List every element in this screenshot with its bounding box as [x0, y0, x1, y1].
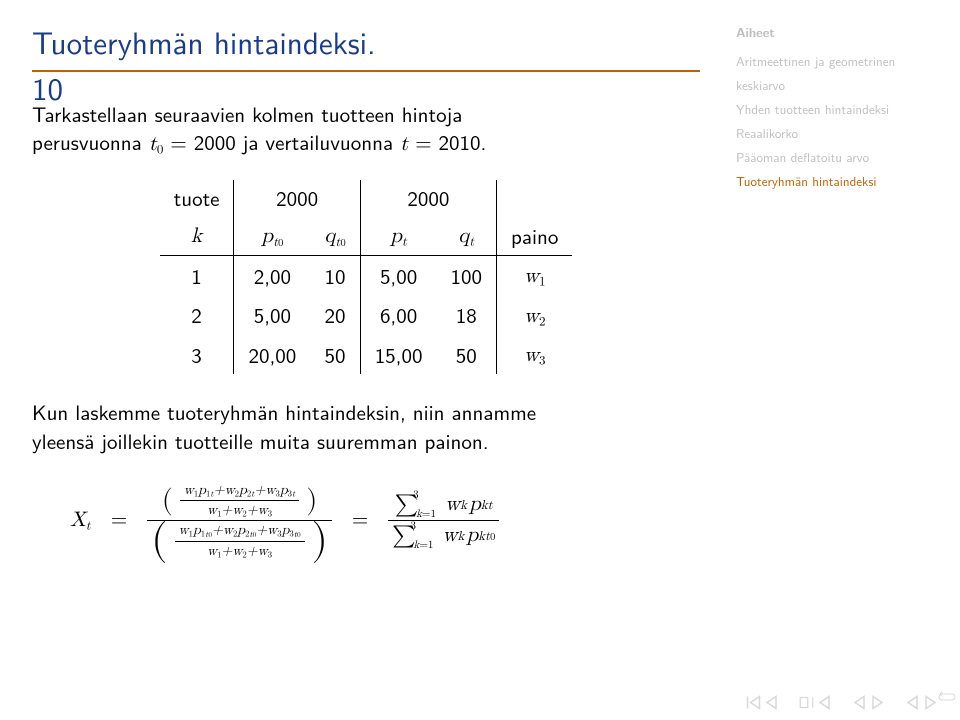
th-pt: pt — [360, 216, 436, 256]
nav-bar — [746, 695, 938, 710]
table-row: 1 2,00 10 5,00 100 w1 — [160, 256, 573, 296]
formula: Xt = ( w1p1t+w2p2t+w3p3t w1+w2+w3 ) ( w1… — [32, 481, 700, 561]
intro-line1: Tarkastellaan seuraavien kolmen tuotteen… — [32, 100, 700, 128]
th-qt0: qt0 — [310, 216, 360, 256]
sidebar-item[interactable]: Yhden tuotteen hintaindeksi — [736, 98, 936, 122]
title-text: Tuoteryhmän hintaindeksi. — [32, 18, 376, 64]
th-pt0: pt0 — [234, 216, 310, 256]
sidebar-item[interactable]: Reaalikorko — [736, 122, 936, 146]
th-tuote: tuote — [160, 180, 234, 216]
nav-next-icon[interactable] — [905, 695, 938, 710]
table-row: 3 20,00 50 15,00 50 w3 — [160, 335, 573, 374]
title-rule — [32, 70, 700, 72]
sidebar-item[interactable]: Pääoman deflatoitu arvo — [736, 146, 936, 170]
sidebar-head: Aiheet — [736, 20, 936, 44]
th-qt: qt — [437, 216, 497, 256]
slide-body: Tarkastellaan seuraavien kolmen tuotteen… — [32, 100, 700, 561]
th-paino: paino — [497, 216, 573, 256]
table-row: 2 5,00 20 6,00 18 w2 — [160, 296, 573, 335]
nav-first-icon[interactable] — [746, 695, 779, 710]
nav-back-icon[interactable] — [852, 695, 885, 710]
th-2000b: 2000 — [360, 180, 496, 216]
mid-line1: Kun laskemme tuoteryhmän hintaindeksin, … — [32, 398, 700, 426]
price-table: tuote 2000 2000 k pt0 qt0 pt qt paino 1 … — [160, 180, 573, 375]
th-k: k — [160, 216, 234, 256]
th-2000a: 2000 — [234, 180, 360, 216]
nav-loop-icon[interactable] — [936, 687, 958, 710]
intro-line2: perusvuonna t0 = 2000 ja vertailuvuonna … — [32, 128, 700, 159]
nav-prev-icon[interactable] — [799, 695, 832, 710]
mid-line2: yleensä joillekin tuotteille muita suure… — [32, 427, 700, 455]
sidebar: Aiheet Aritmeettinen ja geometrinen kesk… — [736, 20, 936, 194]
sidebar-item[interactable]: Aritmeettinen ja geometrinen keskiarvo — [736, 50, 936, 98]
sidebar-item-current[interactable]: Tuoteryhmän hintaindeksi — [736, 170, 936, 194]
